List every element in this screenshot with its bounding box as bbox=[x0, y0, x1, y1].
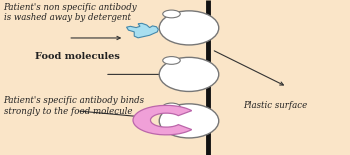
Wedge shape bbox=[133, 105, 192, 135]
Ellipse shape bbox=[159, 104, 219, 138]
Circle shape bbox=[163, 103, 180, 111]
Text: Patient's non specific antibody
is washed away by detergent: Patient's non specific antibody is washe… bbox=[4, 3, 137, 22]
Circle shape bbox=[163, 10, 180, 18]
Text: Patient's specific antibody binds
strongly to the food molecule: Patient's specific antibody binds strong… bbox=[4, 96, 145, 115]
Polygon shape bbox=[127, 23, 158, 38]
Circle shape bbox=[163, 57, 180, 64]
Text: Plastic surface: Plastic surface bbox=[243, 101, 308, 110]
Ellipse shape bbox=[159, 11, 219, 45]
Text: Food molecules: Food molecules bbox=[35, 52, 120, 61]
Ellipse shape bbox=[159, 57, 219, 91]
